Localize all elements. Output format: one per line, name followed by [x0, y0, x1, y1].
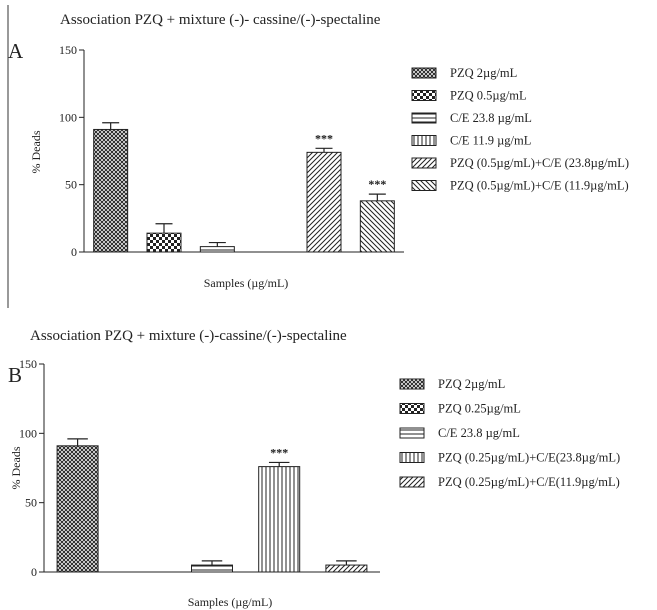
chart-a-legend: PZQ 2µg/mL PZQ 0.5µg/mL C/E 23.8 µg/mL C/E …	[411, 66, 629, 193]
chart-b-title: Association PZQ + mixture (-)-cassine/(-…	[30, 328, 347, 344]
chart-a-bar	[306, 151, 342, 253]
chart-a-y-tick-label: 50	[65, 178, 77, 192]
chart-b-legend-label: PZQ (0.25µg/mL)+C/E(23.8µg/mL)	[438, 451, 620, 465]
chart-a-bar	[199, 246, 235, 253]
chart-a-title: Association PZQ + mixture (-)- cassine/(…	[60, 12, 381, 28]
chart-b-bar	[325, 564, 368, 573]
chart-a-legend-label: PZQ (0.5µg/mL)+C/E (11.9µg/mL)	[450, 179, 629, 193]
chart-b-y-tick-label: 0	[31, 565, 37, 579]
chart-a-legend-swatch	[411, 90, 437, 101]
chart-a-legend-swatch	[411, 67, 437, 79]
chart-a-bar	[93, 128, 129, 253]
chart-b-x-label: Samples (µg/mL)	[188, 595, 273, 609]
chart-a-y-tick-label: 100	[59, 110, 77, 124]
chart-a-legend-swatch	[411, 112, 437, 124]
chart-b-bar	[258, 466, 301, 573]
chart-a-legend-swatch	[411, 180, 437, 191]
chart-b-legend-swatch	[399, 452, 425, 463]
chart-b-y-tick-label: 50	[25, 496, 37, 510]
chart-b-significance-label: ***	[270, 445, 288, 459]
chart-a-significance-label: ***	[368, 177, 386, 191]
chart-a-bar	[359, 200, 395, 253]
chart-a-y-tick-label: 150	[59, 43, 77, 57]
chart-a-legend-label: C/E 23.8 µg/mL	[450, 111, 532, 125]
chart-b-legend-label: PZQ (0.25µg/mL)+C/E(11.9µg/mL)	[438, 475, 620, 489]
chart-a-significance-label: ***	[315, 131, 333, 145]
chart-b-bar	[56, 445, 99, 573]
chart-b-legend: PZQ 2µg/mL PZQ 0.25µg/mL C/E 23.8 µg/mL PZQ…	[399, 377, 620, 489]
chart-b-legend-swatch	[399, 427, 425, 439]
chart-a-panel-label: A	[8, 39, 24, 63]
chart-b-legend-label: PZQ 0.25µg/mL	[438, 402, 521, 416]
chart-b-legend-swatch	[399, 476, 425, 488]
chart-b-legend-swatch	[399, 403, 425, 414]
chart-a-y-label: % Deads	[29, 130, 43, 173]
chart-b-bar	[191, 564, 233, 573]
chart-a-bar	[146, 232, 182, 253]
chart-b-y-tick-label: 150	[19, 357, 37, 371]
chart-b-panel-label: B	[8, 363, 22, 387]
chart-a-plot: 0 50 100 150 *** ***	[59, 43, 404, 259]
chart-a-legend-label: C/E 11.9 µg/mL	[450, 134, 531, 148]
chart-a-legend-swatch	[411, 135, 437, 146]
chart-a-x-label: Samples (µg/mL)	[204, 276, 289, 290]
chart-b-legend-swatch	[399, 378, 425, 390]
chart-a-legend-label: PZQ 0.5µg/mL	[450, 89, 527, 103]
chart-b-legend-label: C/E 23.8 µg/mL	[438, 426, 520, 440]
chart-b-y-tick-label: 100	[19, 426, 37, 440]
chart-b-y-label: % Deads	[9, 446, 23, 489]
chart-a-y-tick-label: 0	[71, 245, 77, 259]
chart-b-legend-label: PZQ 2µg/mL	[438, 377, 505, 391]
chart-b-plot: 0 50 100 150 ***	[19, 357, 380, 579]
chart-a-legend-label: PZQ 2µg/mL	[450, 66, 517, 80]
chart-a-legend-label: PZQ (0.5µg/mL)+C/E (23.8µg/mL)	[450, 156, 629, 170]
chart-a-legend-swatch	[411, 157, 437, 169]
